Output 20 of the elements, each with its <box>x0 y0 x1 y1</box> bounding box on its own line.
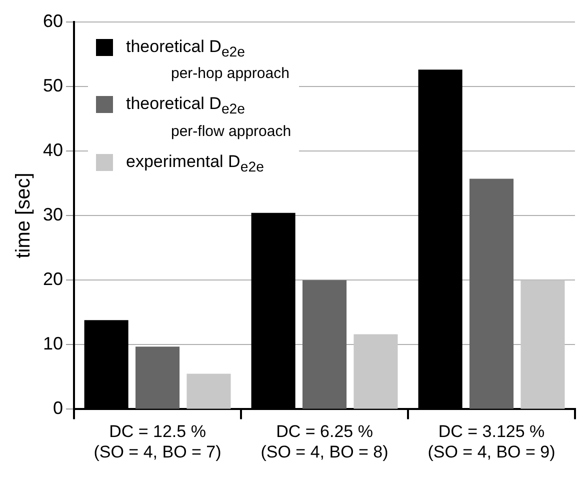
y-tick-label: 30 <box>42 204 64 224</box>
x-tick-label: DC = 12.5 % (SO = 4, BO = 7) <box>94 422 222 462</box>
y-tick-label: 60 <box>42 10 64 31</box>
bar <box>186 374 231 409</box>
legend-label: theoretical D$_{e2e}$ per-flow approach <box>126 93 292 142</box>
bar <box>354 334 398 409</box>
y-tick-label: 0 <box>53 398 64 418</box>
y-axis-title: time [sec] <box>12 172 35 258</box>
y-tick-label: 40 <box>42 140 64 160</box>
y-tick-label: 50 <box>42 75 64 96</box>
legend-label: experimental D$_{e2e}$ <box>126 150 264 178</box>
legend-label: theoretical D$_{e2e}$ per-hop approach <box>126 36 290 84</box>
bar <box>135 346 180 409</box>
bar <box>469 178 514 409</box>
x-tick-label: DC = 3.125 % (SO = 4, BO = 9) <box>428 422 556 462</box>
y-tick-label: 10 <box>42 334 64 354</box>
x-tick-label: DC = 6.25 % (SO = 4, BO = 8) <box>260 422 388 462</box>
bar <box>520 280 565 409</box>
bar <box>302 280 347 409</box>
y-tick-label: 20 <box>42 269 64 290</box>
